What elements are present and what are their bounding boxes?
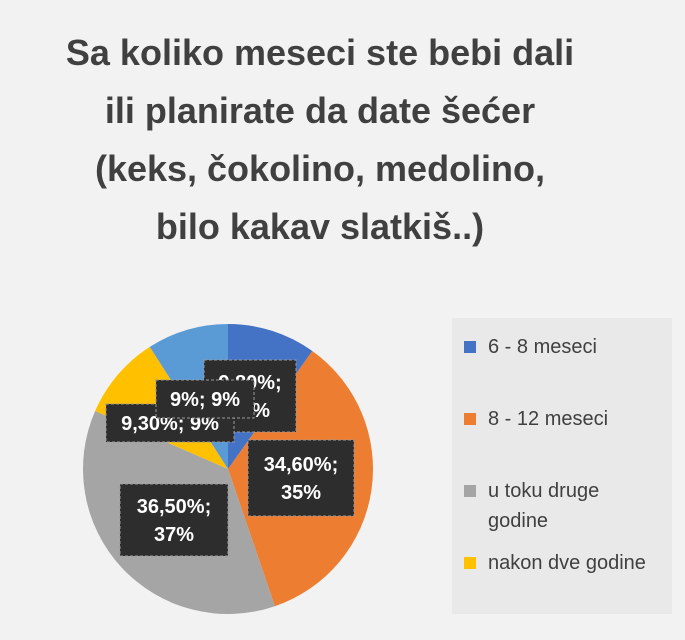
legend-item-nakon-dve-godine: nakon dve godine bbox=[464, 548, 669, 578]
legend-item-8-12-meseci: 8 - 12 meseci bbox=[464, 404, 669, 434]
data-label-text: 35% bbox=[281, 482, 321, 504]
data-label-text: 36,50%; bbox=[137, 496, 212, 518]
data-label-text: 9%; 9% bbox=[170, 389, 240, 411]
chart-title: Sa koliko meseci ste bebi dali ili plani… bbox=[65, 32, 575, 247]
legend: 6 - 8 meseci 8 - 12 meseci u toku druge … bbox=[452, 318, 672, 614]
legend-label: 6 - 8 meseci bbox=[488, 336, 597, 358]
data-label-box bbox=[247, 439, 355, 517]
data-label-box bbox=[119, 483, 229, 557]
legend-label: nakon dve godine bbox=[488, 552, 646, 574]
legend-item-u-toku-druge-godine: u toku druge godine bbox=[464, 476, 669, 536]
legend-swatch bbox=[464, 485, 476, 497]
legend-item-6-8-meseci: 6 - 8 meseci bbox=[464, 332, 669, 362]
legend-label-line-1: u toku druge bbox=[488, 480, 600, 502]
data-label: 9%; 9% bbox=[155, 379, 255, 419]
data-label-box bbox=[155, 379, 255, 419]
data-label-text: 37% bbox=[154, 524, 194, 546]
legend-swatch bbox=[464, 341, 476, 353]
data-label: 36,50%; 37% bbox=[119, 483, 229, 557]
data-label-text: 34,60%; bbox=[264, 454, 339, 476]
legend-label-line-2: godine bbox=[488, 510, 549, 532]
data-label: 34,60%; 35% bbox=[247, 439, 355, 517]
legend-swatch bbox=[464, 413, 476, 425]
legend-label: 8 - 12 meseci bbox=[488, 408, 609, 430]
legend-swatch bbox=[464, 557, 476, 569]
